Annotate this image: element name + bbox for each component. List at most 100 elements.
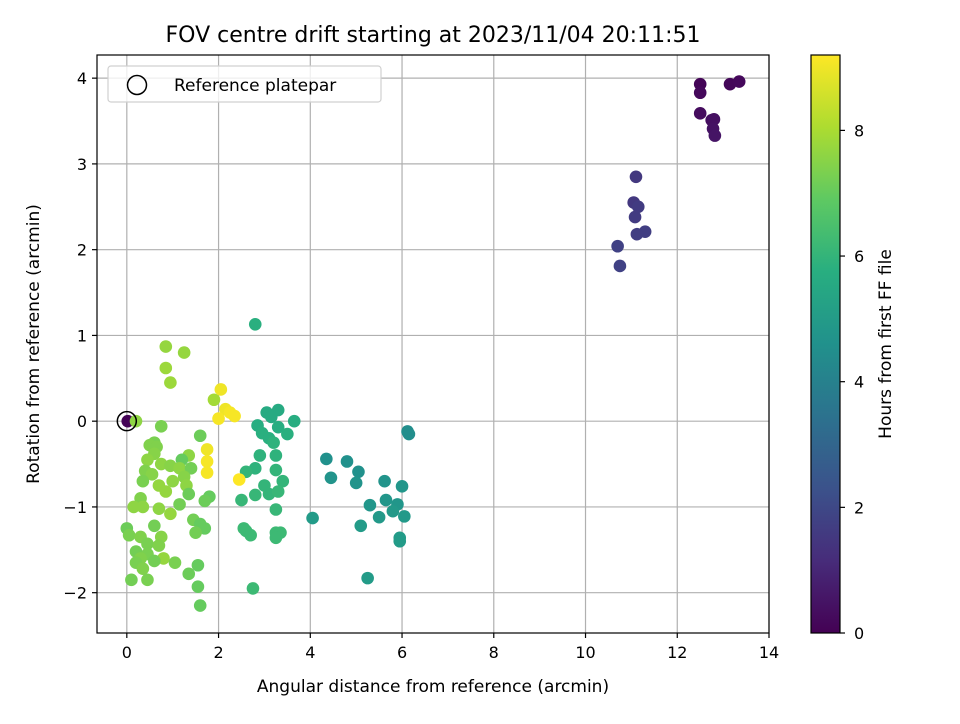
data-point — [340, 455, 354, 468]
data-point — [184, 462, 198, 475]
data-point — [228, 409, 241, 423]
data-point — [122, 528, 136, 542]
y-tick-label: −1 — [63, 498, 87, 517]
data-points — [116, 75, 746, 612]
x-tick-label: 10 — [575, 643, 595, 662]
data-point — [352, 465, 365, 479]
colorbar-tick-label: 0 — [854, 624, 864, 643]
data-point — [398, 510, 411, 523]
data-point — [306, 511, 319, 525]
reference-platepar-marker — [116, 410, 138, 432]
y-tick-label: 2 — [77, 241, 87, 260]
data-point — [159, 340, 173, 353]
data-point — [200, 455, 214, 468]
data-point — [631, 200, 645, 214]
data-point — [168, 556, 182, 569]
data-point — [182, 487, 196, 501]
data-point — [611, 239, 624, 253]
data-point — [193, 429, 207, 443]
data-point — [177, 346, 191, 359]
data-point — [200, 466, 214, 479]
x-tick-label: 8 — [489, 643, 499, 662]
data-point — [378, 474, 391, 488]
x-tick-label: 0 — [122, 643, 132, 662]
data-point — [141, 573, 154, 587]
data-point — [136, 562, 150, 575]
data-point — [200, 443, 214, 456]
colorbar-ticks: 0 2 4 6 8 — [840, 121, 864, 643]
colorbar-tick-label: 2 — [854, 498, 864, 517]
legend-box — [107, 65, 382, 103]
plot-frame — [96, 54, 770, 634]
data-point — [281, 427, 294, 441]
data-point — [214, 383, 228, 396]
data-point — [248, 488, 262, 502]
data-point — [248, 317, 262, 331]
data-point — [349, 476, 363, 490]
data-point — [159, 485, 173, 498]
data-point — [693, 86, 707, 100]
y-tick-label: 1 — [77, 326, 87, 345]
y-axis-ticks: −2 −1 0 1 2 3 4 — [63, 69, 97, 603]
data-point — [361, 571, 374, 585]
data-point — [379, 493, 393, 507]
colorbar-tick-label: 8 — [854, 121, 864, 140]
data-point — [166, 474, 179, 488]
data-point — [354, 519, 368, 533]
colorbar-tick-label: 6 — [854, 247, 864, 266]
data-point — [244, 528, 257, 542]
legend: Reference platepar — [107, 65, 382, 103]
data-point — [154, 420, 168, 433]
data-point — [613, 259, 627, 273]
data-point — [152, 502, 166, 515]
data-point — [253, 449, 267, 462]
x-tick-label: 12 — [667, 643, 687, 662]
data-point — [246, 582, 260, 595]
y-axis-label: Rotation from reference (arcmin) — [24, 204, 44, 484]
data-point — [152, 539, 166, 552]
chart-title: FOV centre drift starting at 2023/11/04 … — [166, 23, 701, 48]
data-point — [141, 453, 154, 467]
data-point — [235, 493, 248, 507]
data-point — [159, 361, 173, 375]
data-point — [189, 526, 202, 539]
data-point — [212, 412, 225, 425]
y-tick-label: −2 — [63, 584, 87, 603]
data-point — [141, 537, 154, 551]
data-point — [136, 500, 150, 514]
data-point — [320, 452, 333, 466]
colorbar-label: Hours from first FF file — [876, 249, 896, 439]
data-point — [136, 474, 150, 488]
data-point — [630, 227, 644, 241]
data-point — [402, 427, 416, 441]
data-point — [386, 504, 400, 518]
data-point — [393, 534, 407, 548]
y-tick-label: 3 — [77, 155, 87, 174]
data-point — [269, 463, 283, 477]
colorbar-tick-label: 4 — [854, 373, 864, 392]
data-point — [182, 567, 196, 581]
x-axis-ticks: 0 2 4 6 8 10 12 14 — [122, 633, 779, 662]
data-point — [628, 210, 642, 224]
x-tick-label: 2 — [213, 643, 223, 662]
data-point — [708, 129, 722, 142]
data-point — [193, 599, 207, 612]
data-point — [287, 414, 301, 428]
data-point — [269, 449, 283, 462]
data-point — [271, 420, 285, 434]
data-point — [707, 113, 721, 126]
data-point — [269, 531, 283, 545]
data-point — [732, 75, 746, 88]
data-point — [267, 436, 280, 449]
data-point — [173, 498, 186, 511]
data-point — [395, 480, 409, 493]
data-point — [164, 507, 177, 521]
legend-entry-label: Reference platepar — [174, 76, 336, 96]
data-point — [269, 503, 283, 516]
data-point — [125, 573, 138, 587]
grid — [97, 55, 770, 633]
data-point — [191, 580, 205, 593]
data-point — [127, 500, 140, 514]
data-point — [191, 558, 205, 572]
